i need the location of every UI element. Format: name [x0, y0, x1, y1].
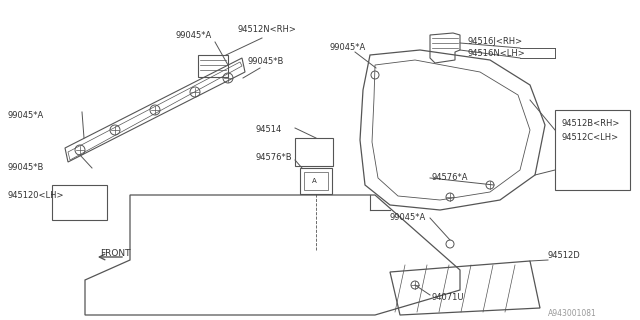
Bar	[300, 168, 332, 194]
Bar	[295, 138, 333, 166]
Text: A943001081: A943001081	[548, 309, 596, 318]
Bar	[555, 110, 630, 190]
Text: 99045*B: 99045*B	[8, 164, 44, 172]
Text: 99045*A: 99045*A	[175, 30, 211, 39]
Bar	[304, 172, 328, 190]
Bar	[52, 185, 107, 220]
Text: 99045*A: 99045*A	[330, 44, 366, 52]
Text: 94512B<RH>: 94512B<RH>	[562, 118, 620, 127]
Text: 945120<LH>: 945120<LH>	[8, 190, 65, 199]
Text: 99045*B: 99045*B	[248, 58, 284, 67]
Text: 94516J<RH>: 94516J<RH>	[468, 37, 523, 46]
Text: 94576*B: 94576*B	[255, 154, 292, 163]
Text: 94512D: 94512D	[548, 251, 580, 260]
Text: 94516N<LH>: 94516N<LH>	[468, 50, 525, 59]
Text: 94512C<LH>: 94512C<LH>	[562, 132, 619, 141]
Text: 94071U: 94071U	[432, 293, 465, 302]
Bar	[198, 55, 228, 77]
Text: 99045*A: 99045*A	[8, 110, 44, 119]
Text: 94576*A: 94576*A	[432, 173, 468, 182]
Text: 94512N<RH>: 94512N<RH>	[238, 26, 297, 35]
Text: 99045*A: 99045*A	[390, 213, 426, 222]
Text: 94514: 94514	[255, 125, 281, 134]
Text: FRONT: FRONT	[100, 249, 131, 258]
Text: A: A	[312, 178, 316, 184]
